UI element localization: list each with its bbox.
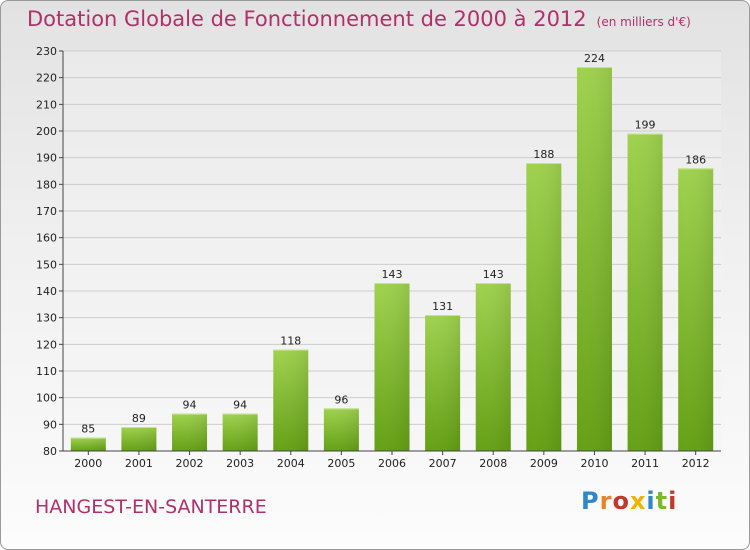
x-tick-label: 2006 (378, 457, 406, 470)
y-tick-label: 210 (36, 98, 57, 111)
y-tick-label: 170 (36, 205, 57, 218)
bar-shade (121, 427, 157, 451)
location-name: HANGEST-EN-SANTERRE (35, 496, 267, 518)
x-tick-label: 2011 (631, 457, 659, 470)
logo-letter: x (629, 487, 647, 515)
y-tick-label: 230 (36, 45, 57, 58)
y-tick-label: 220 (36, 72, 57, 85)
proxiti-logo[interactable]: Proxiti (581, 487, 677, 515)
y-tick-label: 90 (43, 418, 57, 431)
bar-shade (374, 283, 410, 451)
data-label: 188 (533, 148, 554, 161)
x-tick-label: 2000 (74, 457, 102, 470)
y-tick-label: 110 (36, 365, 57, 378)
y-tick-label: 190 (36, 152, 57, 165)
logo-letter: i (646, 487, 656, 515)
bar-shade (627, 133, 663, 451)
y-tick-label: 130 (36, 312, 57, 325)
data-label: 94 (183, 399, 197, 412)
bar-shade (475, 283, 511, 451)
chart-title: Dotation Globale de Fonctionnement de 20… (27, 7, 691, 31)
data-label: 199 (635, 119, 656, 132)
data-label: 143 (483, 268, 504, 281)
data-label: 186 (685, 153, 706, 166)
data-label: 118 (280, 335, 301, 348)
x-tick-label: 2008 (479, 457, 507, 470)
logo-letter: i (668, 487, 678, 515)
x-tick-label: 2005 (327, 457, 355, 470)
bar-shade (172, 413, 208, 451)
data-label: 96 (334, 393, 348, 406)
bar-shade (70, 437, 106, 451)
x-tick-label: 2001 (125, 457, 153, 470)
data-label: 85 (81, 423, 95, 436)
bar-shade (222, 413, 258, 451)
bar-shade (576, 67, 612, 451)
data-label: 224 (584, 52, 605, 65)
y-tick-label: 200 (36, 125, 57, 138)
y-tick-label: 80 (43, 445, 57, 458)
bar-shade (273, 349, 309, 451)
y-tick-label: 160 (36, 232, 57, 245)
y-tick-label: 120 (36, 338, 57, 351)
data-label: 89 (132, 412, 146, 425)
y-tick-label: 150 (36, 258, 57, 271)
logo-letter: P (581, 487, 600, 515)
data-label: 131 (432, 300, 453, 313)
x-tick-label: 2010 (580, 457, 608, 470)
y-tick-label: 180 (36, 178, 57, 191)
logo-letter: o (612, 487, 630, 515)
x-tick-label: 2009 (530, 457, 558, 470)
y-tick-label: 100 (36, 392, 57, 405)
x-tick-label: 2012 (682, 457, 710, 470)
logo-letter: r (599, 487, 613, 515)
bar-shade (323, 408, 359, 451)
bar-shade (526, 163, 562, 451)
bar-shade (678, 168, 714, 452)
chart-title-text: Dotation Globale de Fonctionnement de 20… (27, 7, 587, 31)
data-label: 94 (233, 399, 247, 412)
x-tick-label: 2004 (277, 457, 305, 470)
logo-letter: t (655, 487, 669, 515)
y-tick-label: 140 (36, 285, 57, 298)
x-tick-label: 2007 (429, 457, 457, 470)
chart-subtitle: (en milliers d'€) (596, 15, 691, 29)
x-tick-label: 2003 (226, 457, 254, 470)
data-label: 143 (382, 268, 403, 281)
x-tick-label: 2002 (176, 457, 204, 470)
bar-shade (425, 315, 461, 451)
